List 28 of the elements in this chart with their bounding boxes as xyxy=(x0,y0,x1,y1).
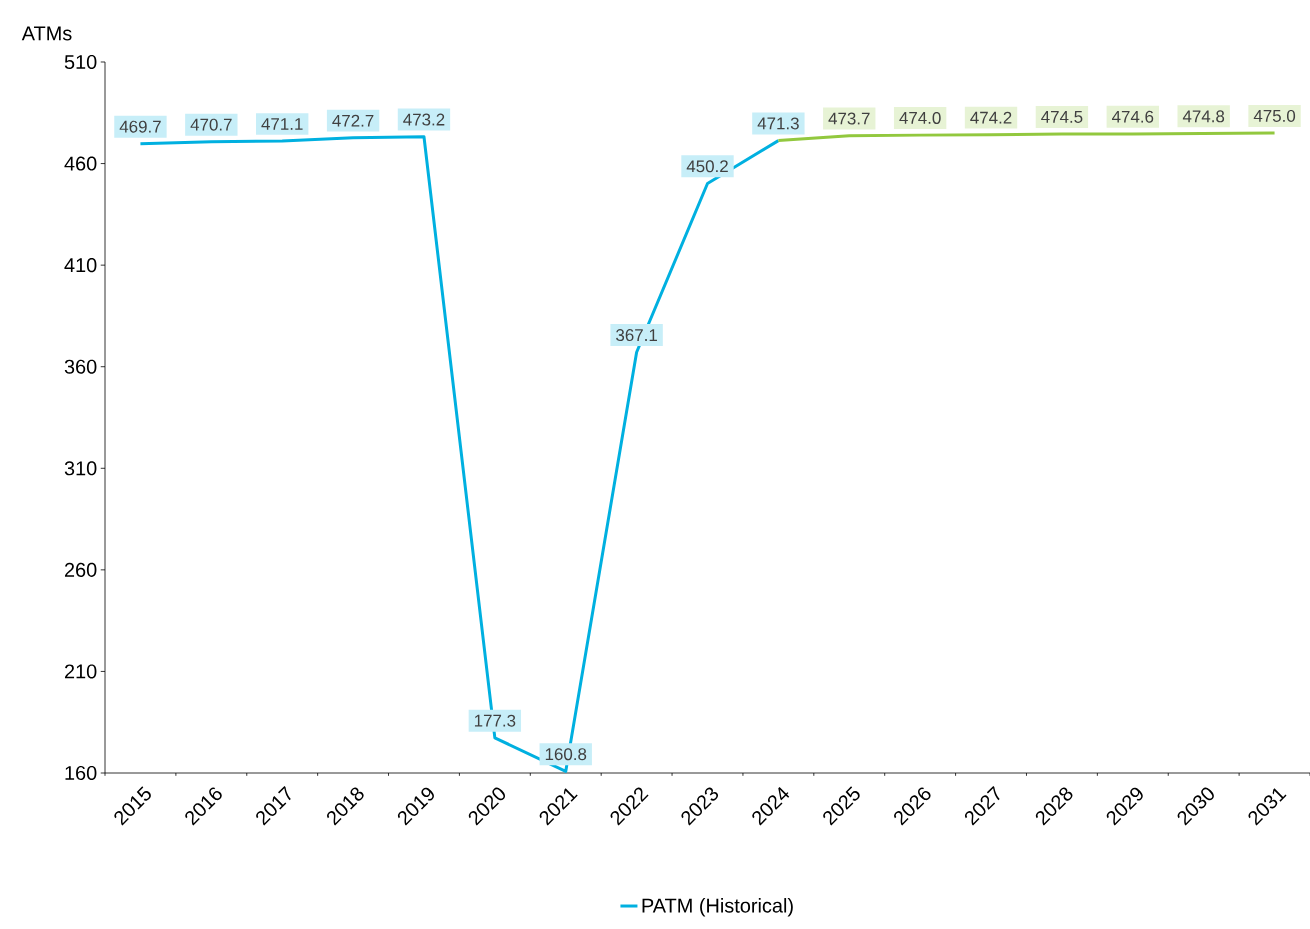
y-tick-label: 460 xyxy=(64,156,97,171)
data-label: 472.7 xyxy=(332,114,374,127)
y-tick-label: 260 xyxy=(64,562,97,577)
legend-label: PATM (Historical) xyxy=(642,898,793,917)
data-label: 177.3 xyxy=(474,714,516,727)
y-tick-label: 160 xyxy=(65,765,97,781)
data-label: 474.0 xyxy=(899,111,941,124)
data-label: 160.8 xyxy=(545,748,587,761)
data-label: 473.2 xyxy=(403,113,445,126)
y-tick-label: 210 xyxy=(64,664,97,679)
data-label: 471.3 xyxy=(757,117,799,130)
data-label: 470.7 xyxy=(190,118,232,131)
y-tick-label: 360 xyxy=(64,359,97,374)
data-label: 469.7 xyxy=(119,120,161,133)
line-series xyxy=(138,135,780,773)
data-label: 450.2 xyxy=(686,160,728,173)
data-label: 474.8 xyxy=(1182,110,1225,123)
y-tick-label: 310 xyxy=(64,461,97,476)
data-label: 474.5 xyxy=(1041,111,1083,123)
data-label: 475.0 xyxy=(1253,109,1296,122)
data-label: 474.2 xyxy=(970,111,1012,124)
data-label: 367.1 xyxy=(616,329,657,342)
data-label: 471.1 xyxy=(261,118,303,130)
data-label: 473.7 xyxy=(828,112,870,125)
y-tick-label: 510 xyxy=(64,54,97,70)
data-label: 474.6 xyxy=(1111,110,1154,123)
y-tick-label: 410 xyxy=(64,258,97,273)
y-axis-title: ATMs xyxy=(21,26,72,41)
